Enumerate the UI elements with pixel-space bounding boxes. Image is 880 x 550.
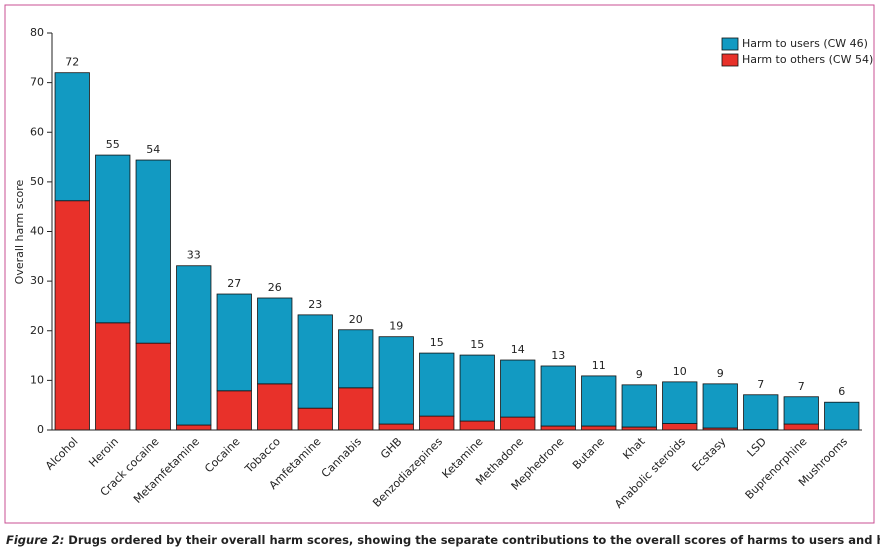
bar-segment [621,384,657,428]
total-label: 15 [470,338,484,351]
bar-segment [824,401,860,431]
x-tick-label: Tobacco [242,435,283,476]
bar-segment [135,159,171,344]
caption-text: Drugs ordered by their overall harm scor… [68,533,880,547]
bar-segment [135,342,171,431]
x-tick-label: Khat [620,435,648,463]
total-label: 14 [511,343,525,356]
bar-segment [378,336,414,425]
bar-segment [95,322,131,431]
y-tick-label: 0 [37,423,44,436]
bar-segment [459,354,495,422]
bar-segment [783,423,819,431]
bar-segment [419,352,455,417]
y-tick-label: 40 [30,225,44,238]
bar-segment [581,375,617,427]
total-label: 7 [757,378,764,391]
x-tick-label: Anabolic steroids [612,435,688,511]
total-label: 7 [798,380,805,393]
legend-label: Harm to others (CW 54) [742,53,873,66]
bar-segment [297,407,333,431]
bar-segment [540,365,576,427]
y-tick-label: 60 [30,125,44,138]
bar-segment [783,396,819,425]
caption-label: Figure 2: [6,533,64,547]
bar-segment [662,381,698,424]
total-label: 26 [268,281,282,294]
x-tick-label: GHB [378,435,404,461]
bar-segment [216,390,252,431]
bar-segment [257,297,293,385]
y-tick-label: 80 [30,26,44,39]
total-label: 19 [389,320,403,333]
bar-segment [297,314,333,409]
x-tick-label: Cocaine [202,435,242,475]
bar-segment [459,420,495,431]
bar-segment [176,265,212,426]
total-label: 13 [551,349,565,362]
total-label: 11 [592,359,606,372]
bar-segment [338,387,374,431]
bar-segment [257,383,293,431]
total-label: 54 [146,143,160,156]
bar-segment [540,425,576,431]
bar-segment [581,425,617,431]
bar-segment [419,415,455,431]
total-label: 55 [106,138,120,151]
total-label: 72 [65,56,79,69]
total-label: 20 [349,313,363,326]
y-tick-label: 50 [30,175,44,188]
y-tick-label: 70 [30,76,44,89]
legend-swatch [721,37,739,51]
total-label: 10 [673,365,687,378]
y-tick-label: 20 [30,324,44,337]
bar-segment [378,423,414,431]
bar-segment [500,359,536,418]
total-label: 9 [636,368,643,381]
total-label: 33 [187,249,201,262]
bar-segment [54,200,90,431]
y-tick-label: 30 [30,274,44,287]
bar-segment [662,423,698,431]
total-label: 6 [838,385,845,398]
x-tick-label: LSD [745,435,769,459]
total-label: 9 [717,367,724,380]
bar-segment [500,416,536,431]
x-tick-label: Ecstasy [690,435,729,474]
legend-swatch [721,53,739,67]
bar-segment [702,383,738,429]
bar-segment [95,154,131,324]
bar-segment [338,329,374,389]
bar-segment [176,424,212,431]
bar-segment [54,72,90,202]
bar-segment [743,394,779,430]
x-tick-label: Benzodiazepines [370,435,445,510]
total-label: 23 [308,298,322,311]
x-tick-label: Cannabis [319,435,364,480]
bar-segment [216,293,252,392]
legend-label: Harm to users (CW 46) [742,37,868,50]
y-axis-title: Overall harm score [13,179,26,284]
y-tick-label: 10 [30,373,44,386]
frame [4,4,875,524]
total-label: 15 [430,336,444,349]
x-tick-label: Butane [570,435,607,472]
caption: Figure 2: Drugs ordered by their overall … [6,533,880,547]
total-label: 27 [227,277,241,290]
x-tick-label: Heroin [86,435,121,470]
x-tick-label: Alcohol [43,435,81,473]
